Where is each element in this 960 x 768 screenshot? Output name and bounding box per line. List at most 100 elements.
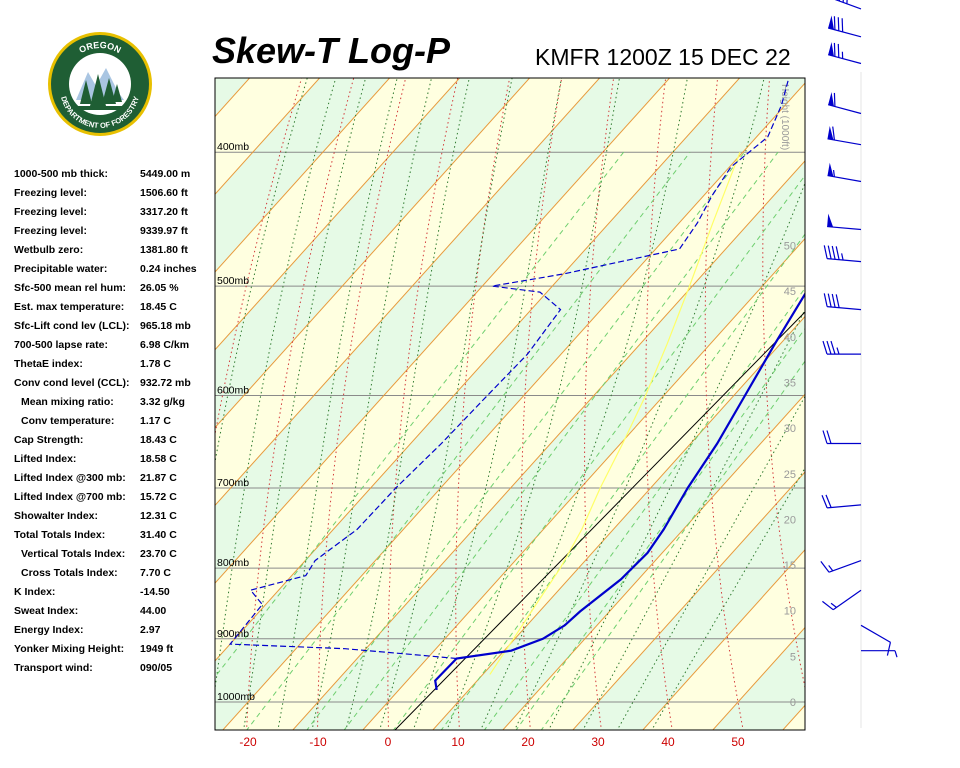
logo-top-text: OREGON — [77, 40, 122, 55]
moist-adiabat — [379, 78, 513, 730]
wind-barb — [823, 245, 862, 263]
temperature-trace — [434, 292, 805, 691]
isotherm-line — [782, 704, 805, 730]
stat-value: 23.70 C — [140, 548, 177, 560]
dry-adiabat — [819, 0, 960, 731]
stat-value: 7.70 C — [140, 567, 171, 579]
stat-value: -14.50 — [140, 586, 170, 598]
stat-value: 932.72 mb — [140, 377, 191, 389]
barb-flag — [832, 126, 836, 141]
barb-staff — [828, 54, 862, 65]
stat-label: Total Totals Index: — [14, 529, 106, 541]
barb-staff — [828, 104, 862, 115]
wind-barb — [820, 560, 862, 573]
wind-barb — [827, 125, 862, 146]
stat-value: 1.17 C — [140, 415, 171, 427]
isotherm-line — [502, 393, 805, 730]
barb-staff — [828, 27, 862, 38]
stat-label: Mean mixing ratio: — [21, 396, 114, 408]
stat-value: 1506.60 ft — [140, 187, 188, 199]
barb-pennant — [828, 15, 834, 30]
isotherm-line — [215, 78, 741, 662]
mixing-ratio-line — [515, 327, 805, 730]
temperature-tick-label: -10 — [309, 735, 327, 749]
stat-label: Freezing level: — [14, 225, 87, 237]
pressure-tick-label: 500mb — [217, 275, 249, 287]
stat-label: Showalter Index: — [14, 510, 99, 522]
pressure-tick-label: 800mb — [217, 557, 249, 569]
wind-barb — [828, 42, 862, 65]
barb-flag — [822, 430, 828, 444]
barb-flag — [831, 293, 836, 308]
pressure-tick-label: 400mb — [217, 141, 249, 153]
temperature-tick-label: 0 — [385, 735, 392, 749]
barb-staff — [834, 0, 862, 10]
wind-barb — [823, 293, 862, 311]
stat-value: 44.00 — [140, 605, 167, 617]
stat-label: Freezing level: — [14, 206, 87, 218]
barb-flag — [826, 340, 832, 355]
stat-value: 965.18 mb — [140, 320, 191, 332]
barb-flag — [835, 246, 840, 260]
stat-label: Sfc-500 mean rel hum: — [14, 282, 127, 294]
stat-value: 5449.00 m — [140, 168, 191, 180]
barb-flag — [827, 293, 832, 308]
barb-half-flag — [832, 169, 836, 177]
stat-value: 26.05 % — [140, 282, 179, 294]
barb-flag — [838, 0, 841, 2]
height-tick-label: 5 — [790, 651, 796, 663]
barb-flag — [823, 245, 828, 259]
moist-adiabat — [311, 78, 433, 730]
stat-value: 1949 ft — [140, 643, 174, 655]
barb-flag — [825, 494, 832, 508]
mixing-ratio-line — [343, 151, 779, 730]
temperature-tick-label: 50 — [731, 735, 745, 749]
pressure-tick-label: 1000mb — [217, 691, 255, 703]
moist-adiabat — [480, 78, 688, 730]
barb-half-flag — [836, 347, 840, 355]
dry-adiabat — [926, 0, 960, 731]
plot-frame — [214, 77, 806, 731]
dewpoint-trace — [228, 78, 790, 660]
temperature-band — [215, 78, 805, 730]
stat-label: Wetbulb zero: — [14, 244, 84, 256]
wind-barb — [834, 0, 862, 10]
temperature-tick-label: -20 — [239, 735, 257, 749]
temperature-tick-label: 20 — [521, 735, 535, 749]
dry-adiabat — [704, 78, 744, 730]
mixing-ratio-line — [306, 151, 745, 730]
stat-label: Conv cond level (CCL): — [14, 377, 130, 389]
barb-flag — [823, 293, 828, 307]
isotherm-line — [362, 237, 805, 730]
wind-barb — [822, 340, 861, 355]
temperature-band — [782, 705, 805, 730]
moist-adiabat — [548, 181, 805, 730]
stat-label: Energy Index: — [14, 624, 84, 636]
temperature-tick-label: 40 — [661, 735, 675, 749]
barb-pennant — [827, 162, 834, 177]
barb-half-flag — [830, 602, 837, 608]
stat-value: 1381.80 ft — [140, 244, 188, 256]
stat-value: 0.24 inches — [140, 263, 197, 275]
temperature-tick-label: 10 — [451, 735, 465, 749]
barb-staff — [828, 560, 862, 573]
stat-value: 3.32 g/kg — [140, 396, 185, 408]
moist-adiabat — [616, 395, 805, 730]
isotherm-line — [215, 78, 671, 584]
pressure-tick-label: 900mb — [217, 628, 249, 640]
pressure-tick-label: 700mb — [217, 477, 249, 489]
moist-adiabat — [215, 78, 308, 465]
stat-label: Vertical Totals Index: — [21, 548, 126, 560]
height-axis-label: Height (1000ft) — [779, 84, 790, 150]
height-tick-label: 40 — [784, 332, 796, 344]
stat-value: 12.31 C — [140, 510, 177, 522]
height-tick-label: 15 — [784, 560, 796, 572]
barb-flag — [822, 600, 834, 611]
height-tick-label: 20 — [784, 514, 796, 526]
stat-label: ThetaE index: — [14, 358, 83, 370]
stat-label: Lifted Index @300 mb: — [14, 472, 126, 484]
height-tick-label: 50 — [784, 241, 796, 253]
stat-label: Est. max temperature: — [14, 301, 125, 313]
mixing-ratio-line — [246, 151, 691, 730]
